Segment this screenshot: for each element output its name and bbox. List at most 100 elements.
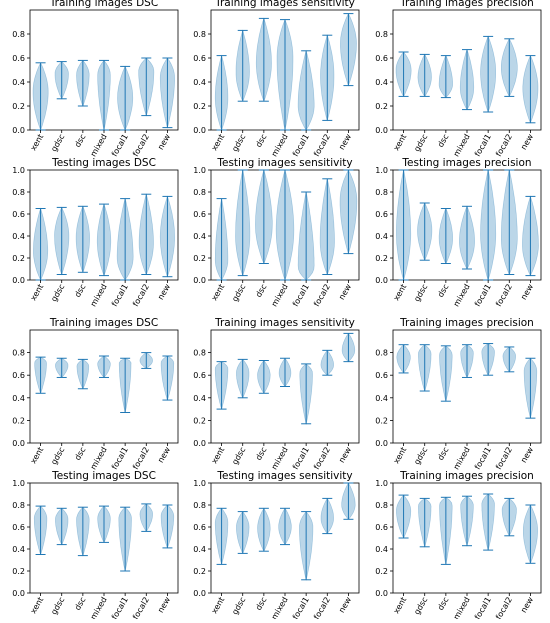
chart-title: Training images precision	[399, 0, 534, 9]
x-tick-label: dsc	[254, 283, 269, 299]
y-tick-label: 0.0	[375, 126, 388, 135]
x-tick-label: xent	[210, 596, 227, 616]
y-tick-label: 0.8	[12, 349, 25, 358]
y-tick-label: 0.6	[375, 54, 388, 63]
y-tick-label: 0.4	[12, 545, 25, 554]
chart-panel-10: Testing images DSC 0.0 0.2 0.4 0.6 0.8 1.0 xent…	[12, 470, 179, 621]
x-tick-label: focal1	[291, 133, 311, 159]
x-tick-label: new	[156, 595, 172, 614]
x-tick-label: new	[337, 132, 353, 151]
x-tick-label: mixed	[452, 133, 472, 159]
y-tick-label: 0.6	[375, 523, 388, 532]
x-tick-label: dsc	[73, 283, 88, 299]
x-tick-label: dsc	[436, 283, 451, 299]
x-tick-label: mixed	[270, 283, 290, 309]
chart-title: Testing images precision	[401, 157, 531, 169]
x-tick-label: gdsc	[230, 283, 247, 304]
y-tick-label: 0.8	[375, 30, 388, 39]
x-tick-label: new	[337, 595, 353, 614]
x-tick-label: focal1	[473, 445, 493, 471]
y-tick-label: 0.4	[193, 232, 206, 241]
x-tick-label: dsc	[73, 446, 88, 462]
y-tick-label: 1.0	[375, 166, 388, 175]
y-tick-label: 0.6	[12, 523, 25, 532]
x-tick-label: gdsc	[49, 283, 66, 304]
y-tick-label: 0.0	[375, 589, 388, 598]
y-tick-label: 0.4	[12, 232, 25, 241]
y-tick-label: 0.4	[375, 78, 388, 87]
x-tick-label: gdsc	[49, 596, 66, 617]
chart-panel-12: Training images precision 0.0 0.2 0.4 0.6 0.8…	[375, 470, 542, 621]
y-tick-label: 1.0	[193, 166, 206, 175]
x-tick-label: focal1	[291, 283, 311, 309]
y-tick-label: 0.4	[375, 545, 388, 554]
x-tick-label: dsc	[254, 446, 269, 462]
y-tick-label: 0.4	[193, 545, 206, 554]
x-tick-label: gdsc	[230, 446, 247, 467]
y-tick-label: 0.2	[12, 567, 25, 576]
y-tick-label: 0.0	[193, 439, 206, 448]
x-tick-label: dsc	[436, 596, 451, 612]
chart-panel-11: Testing images sensitivity 0.0 0.2 0.4 0.6 0.…	[193, 470, 360, 621]
y-tick-label: 0.8	[193, 30, 206, 39]
x-tick-label: focal1	[110, 283, 130, 309]
x-tick-label: gdsc	[230, 133, 247, 154]
x-tick-label: focal1	[110, 596, 130, 620]
chart-panel-3: Training images precision 0.0 0.2 0.4 0.6 0.8…	[375, 0, 542, 159]
chart-panel-9: Training images precision 0.0 0.2 0.4 0.6 0.8…	[375, 317, 542, 472]
chart-panel-4: Testing images DSC 0.0 0.2 0.4 0.6 0.8 1.0 xent…	[12, 157, 179, 309]
y-tick-label: 0.0	[12, 439, 25, 448]
x-tick-label: xent	[29, 446, 46, 466]
y-tick-label: 0.4	[193, 78, 206, 87]
y-tick-label: 1.0	[193, 479, 206, 488]
x-tick-label: xent	[210, 446, 227, 466]
chart-title: Testing images DSC	[51, 470, 156, 482]
chart-panel-5: Testing images sensitivity 0.0 0.2 0.4 0.6 0.…	[193, 157, 360, 309]
x-tick-label: focal2	[494, 446, 514, 472]
x-tick-label: dsc	[73, 133, 88, 149]
x-tick-label: dsc	[73, 596, 88, 612]
x-tick-label: new	[519, 595, 535, 614]
y-tick-label: 0.8	[12, 30, 25, 39]
x-tick-label: gdsc	[49, 446, 66, 467]
x-tick-label: xent	[392, 446, 409, 466]
chart-title: Training images sensitivity	[214, 317, 355, 329]
chart-panel-8: Training images sensitivity 0.0 0.2 0.4 0.6 0…	[193, 317, 360, 472]
x-tick-label: dsc	[254, 596, 269, 612]
y-tick-label: 0.2	[193, 567, 206, 576]
y-tick-label: 0.2	[375, 254, 388, 263]
x-tick-label: mixed	[89, 446, 109, 472]
x-tick-label: xent	[210, 283, 227, 303]
y-tick-label: 0.8	[12, 501, 25, 510]
y-tick-label: 0.4	[12, 394, 25, 403]
x-tick-label: new	[156, 132, 172, 151]
x-tick-label: gdsc	[412, 446, 429, 467]
x-tick-label: new	[156, 445, 172, 464]
y-tick-label: 0.6	[193, 523, 206, 532]
x-tick-label: dsc	[436, 133, 451, 149]
y-tick-label: 0.0	[12, 589, 25, 598]
x-tick-label: focal2	[131, 133, 151, 159]
x-tick-label: mixed	[89, 596, 109, 620]
y-tick-label: 0.6	[12, 371, 25, 380]
x-tick-label: mixed	[452, 596, 472, 620]
x-tick-label: focal1	[291, 446, 311, 472]
y-tick-label: 0.6	[12, 54, 25, 63]
y-tick-label: 0.0	[12, 126, 25, 135]
y-tick-label: 0.4	[375, 232, 388, 241]
y-tick-label: 0.4	[375, 394, 388, 403]
x-tick-label: xent	[29, 283, 46, 303]
y-tick-label: 0.2	[12, 254, 25, 263]
x-tick-label: gdsc	[230, 596, 247, 617]
x-tick-label: mixed	[270, 446, 290, 472]
chart-title: Training images sensitivity	[214, 0, 355, 9]
x-tick-label: mixed	[270, 133, 290, 159]
chart-title: Training images precision	[399, 470, 534, 482]
x-tick-label: focal1	[291, 596, 311, 620]
x-tick-label: focal1	[473, 132, 493, 158]
x-tick-label: new	[156, 282, 172, 301]
y-tick-label: 0.8	[193, 188, 206, 197]
y-tick-label: 0.0	[193, 276, 206, 285]
x-tick-label: focal1	[473, 596, 493, 620]
